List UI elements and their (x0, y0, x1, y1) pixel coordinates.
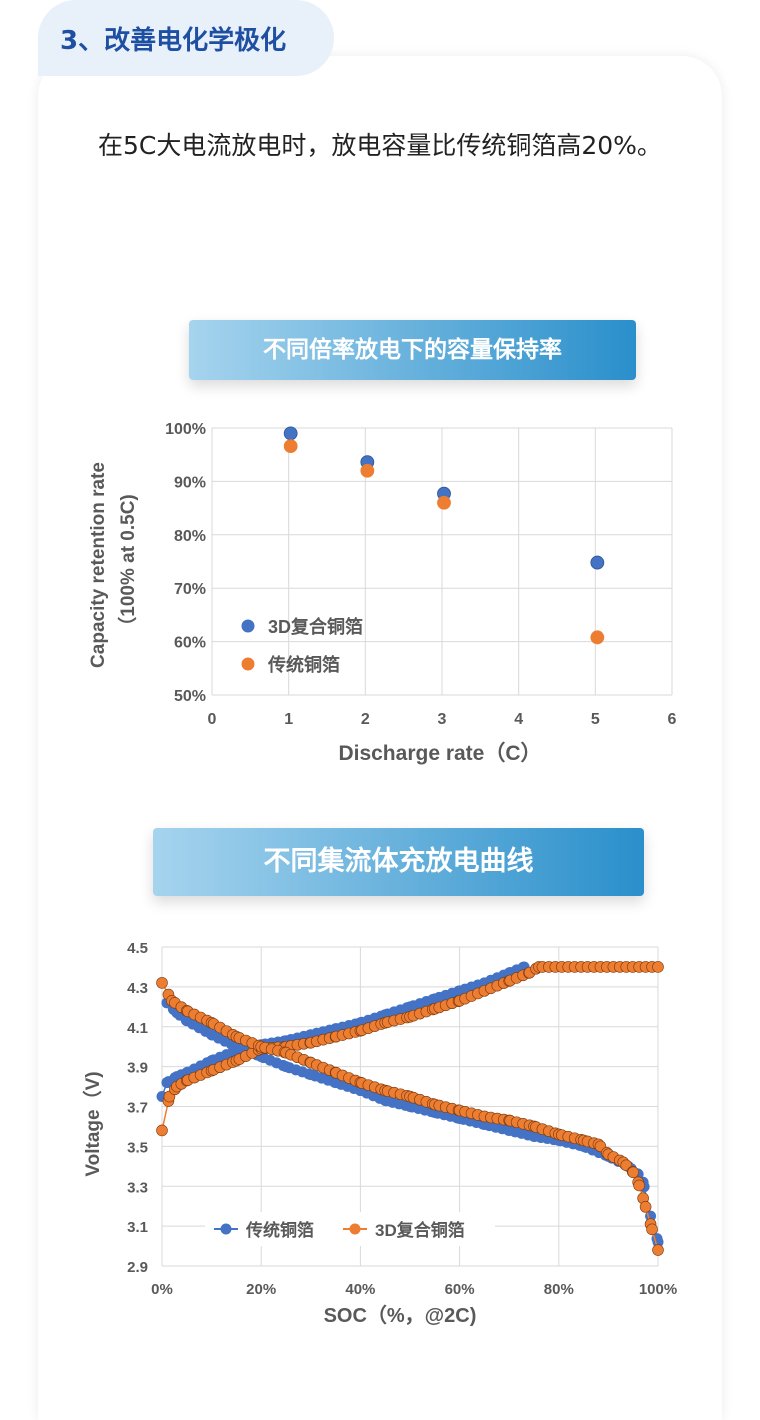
y-tick-label: 3.9 (127, 1060, 148, 1077)
x-tick-label: 5 (591, 711, 600, 728)
x-tick-label: 4 (514, 711, 523, 728)
x-tick-label: 3 (438, 711, 447, 728)
x-tick-label: 2 (361, 711, 370, 728)
y-tick-label: 3.3 (127, 1179, 148, 1196)
y-tick-label: 3.5 (127, 1139, 148, 1156)
data-point (646, 1223, 658, 1236)
x-tick-label: 100% (639, 1281, 677, 1298)
x-tick-label: 60% (445, 1281, 475, 1298)
chart1-title-banner: 不同倍率放电下的容量保持率 (189, 320, 636, 380)
data-point (156, 1124, 168, 1137)
legend-label: 传统铜箔 (245, 1220, 314, 1240)
chart-background (80, 930, 690, 1330)
x-tick-label: 0% (151, 1281, 173, 1298)
y-tick-label: 70% (174, 581, 206, 598)
y-axis-label: （100% at 0.5C) (116, 494, 139, 636)
legend-label: 传统铜箔 (267, 654, 340, 675)
y-tick-label: 100% (165, 421, 206, 438)
x-tick-label: 6 (668, 711, 677, 728)
x-axis-label: SOC（%，@2C) (324, 1304, 477, 1327)
y-tick-label: 4.1 (127, 1020, 148, 1037)
x-tick-label: 40% (345, 1281, 375, 1298)
chart-background (150, 408, 680, 778)
y-axis-label: Capacity retention rate (88, 462, 109, 668)
x-tick-label: 0 (208, 711, 217, 728)
data-point (590, 630, 605, 645)
y-tick-label: 90% (174, 474, 206, 491)
section-title: 3、改善电化学极化 (60, 26, 287, 56)
legend-marker (349, 1223, 361, 1235)
data-point (639, 1201, 652, 1213)
legend-marker (241, 619, 255, 633)
x-tick-label: 20% (246, 1281, 276, 1298)
y-tick-label: 3.7 (127, 1100, 148, 1117)
data-point (652, 961, 664, 973)
legend-label: 3D复合铜箔 (268, 616, 363, 637)
legend-marker (241, 657, 255, 671)
y-tick-label: 4.3 (127, 980, 148, 997)
description: 在5C大电流放电时，放电容量比传统铜箔高20%。 (98, 131, 662, 160)
section-tab: 3、改善电化学极化 (38, 0, 334, 76)
data-point (652, 1244, 664, 1256)
y-axis-label: Voltage（V) (81, 1071, 104, 1176)
chart2-title-banner: 不同集流体充放电曲线 (153, 828, 644, 896)
data-point (437, 495, 451, 510)
y-tick-label: 50% (174, 688, 206, 705)
x-tick-label: 80% (544, 1281, 574, 1298)
x-tick-label: 1 (284, 711, 293, 728)
data-point (156, 977, 168, 989)
data-point (590, 555, 605, 570)
data-point (633, 1179, 645, 1192)
y-tick-label: 60% (174, 635, 206, 652)
data-point (360, 463, 375, 478)
data-point (283, 439, 298, 454)
y-tick-label: 4.5 (127, 940, 148, 957)
y-tick-label: 3.1 (127, 1219, 148, 1236)
legend-label: 3D复合铜箔 (375, 1220, 465, 1240)
x-axis-label: Discharge rate（C） (338, 741, 541, 765)
y-tick-label: 80% (174, 528, 206, 545)
data-point (627, 1166, 640, 1179)
legend-marker (220, 1223, 232, 1235)
y-tick-label: 2.9 (127, 1259, 148, 1276)
